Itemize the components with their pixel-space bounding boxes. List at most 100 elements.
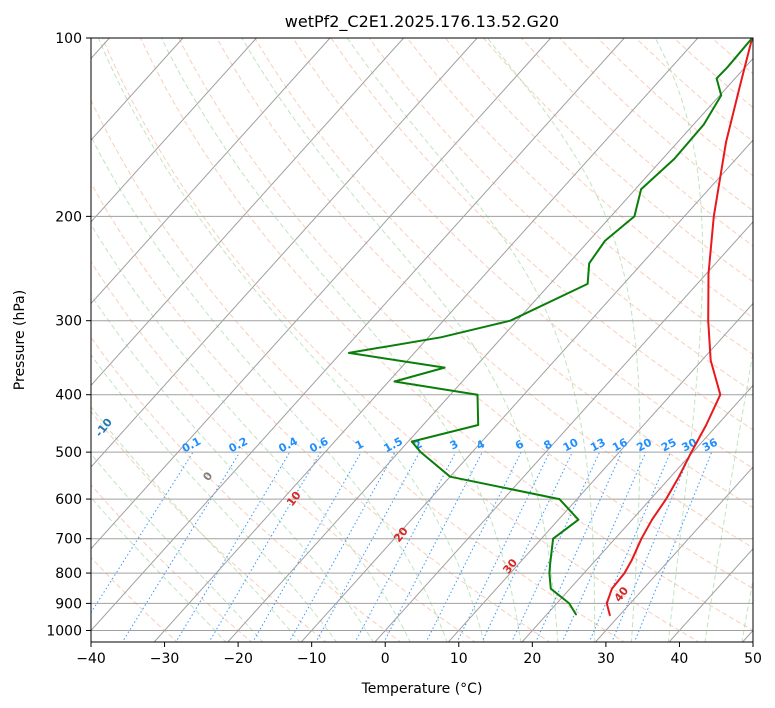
temperature-point xyxy=(739,84,741,86)
isotherm xyxy=(91,38,625,632)
y-tick-label: 1000 xyxy=(46,624,82,640)
dry-adiabat-label: -10 xyxy=(92,415,115,439)
moist-adiabat xyxy=(91,453,264,642)
mixing-ratio-line xyxy=(561,451,647,642)
moist-adiabat xyxy=(654,38,704,642)
x-tick-label: −30 xyxy=(150,651,180,667)
y-axis-label: Pressure (hPa) xyxy=(12,290,28,390)
moist-adiabat xyxy=(160,38,522,642)
x-tick-label: 20 xyxy=(523,651,541,667)
y-tick-label: 200 xyxy=(55,209,82,225)
dewpoint-point xyxy=(476,393,479,396)
moist-adiabat xyxy=(91,223,411,642)
x-axis-label: Temperature (°C) xyxy=(361,681,483,697)
temperature-point xyxy=(725,141,727,144)
isotherm xyxy=(227,57,753,642)
dry-adiabat xyxy=(330,38,753,431)
temperature-point xyxy=(651,518,653,521)
dry-adiabat xyxy=(91,336,402,642)
background-line-labels: 0.10.20.40.611.52346810131620253036-100-… xyxy=(92,415,720,604)
temperature-point xyxy=(709,359,712,362)
x-tick-label: −40 xyxy=(76,651,106,667)
dewpoint-point xyxy=(548,572,551,574)
moist-adiabat xyxy=(487,38,641,642)
dry-adiabat xyxy=(749,38,753,42)
dewpoint-point xyxy=(588,262,590,265)
temperature-point xyxy=(678,475,680,478)
mixing-ratio-line xyxy=(511,451,601,642)
temperature-point xyxy=(713,215,715,218)
moist-adiabat xyxy=(91,496,227,642)
temperature-point xyxy=(690,451,693,453)
dewpoint-point xyxy=(440,336,442,339)
mixing-ratio-line xyxy=(456,451,551,642)
dewpoint-point xyxy=(633,215,636,218)
dewpoint-point xyxy=(715,77,718,80)
dewpoint-point xyxy=(449,475,451,478)
isotherm xyxy=(91,38,478,468)
background-lines xyxy=(91,38,753,642)
mixing-ratio-label: 1 xyxy=(353,437,366,452)
isotherm xyxy=(300,139,753,642)
moist-adiabat xyxy=(97,38,485,642)
mixing-ratio-label: 36 xyxy=(700,436,720,455)
mixing-ratio-line xyxy=(633,451,713,642)
plot-frame xyxy=(90,37,754,643)
moist-adiabat xyxy=(91,354,338,642)
isotherm xyxy=(742,629,753,642)
dry-adiabat xyxy=(444,38,753,319)
isotherm xyxy=(91,38,184,141)
dry-adiabat xyxy=(254,38,753,509)
moist-adiabat xyxy=(241,38,559,642)
mixing-ratio-label: 16 xyxy=(610,436,630,455)
moist-adiabat xyxy=(91,135,448,642)
dry-adiabat xyxy=(406,38,753,356)
temperature-point xyxy=(719,393,722,396)
mixing-ratio-line xyxy=(252,451,362,642)
x-axis: −40 −30 −20 −10 0 10 20 30 40 50 xyxy=(76,642,762,667)
temperature-point xyxy=(611,587,613,590)
isotherm xyxy=(521,384,753,642)
temperature-point xyxy=(665,498,667,500)
mixing-ratio-line xyxy=(481,451,573,642)
profile-series xyxy=(347,38,753,617)
mixing-ratio-line xyxy=(175,451,291,642)
isotherm xyxy=(668,548,753,642)
dewpoint-point xyxy=(726,66,729,68)
dewpoint-point xyxy=(411,440,413,443)
dewpoint-point xyxy=(577,518,580,521)
dewpoint-point xyxy=(558,498,561,500)
x-tick-label: 30 xyxy=(597,651,615,667)
temperature-point xyxy=(623,572,626,574)
dry-adiabat-label: 20 xyxy=(391,524,411,544)
temperature-point xyxy=(631,559,633,561)
dewpoint-point xyxy=(604,240,606,242)
mixing-ratio-label: 30 xyxy=(680,436,700,455)
dry-adiabat xyxy=(559,38,753,212)
mixing-ratio-line xyxy=(315,451,421,642)
dry-adiabat xyxy=(216,38,753,549)
dry-adiabat xyxy=(91,99,626,642)
mixing-ratio-line xyxy=(535,451,623,642)
temperature-point xyxy=(705,424,707,426)
x-tick-label: 0 xyxy=(381,651,390,667)
dry-adiabat xyxy=(635,38,753,143)
isotherm xyxy=(91,38,404,387)
mixing-ratio-line xyxy=(288,451,396,642)
mixing-ratio-label: 10 xyxy=(561,436,581,455)
dry-adiabat xyxy=(711,38,753,75)
dewpoint-point xyxy=(640,188,642,190)
dewpoint-point xyxy=(720,94,722,97)
mixing-ratio-line xyxy=(354,451,457,642)
x-tick-label: 10 xyxy=(450,651,468,667)
isotherm xyxy=(448,302,753,642)
temperature-point xyxy=(707,319,709,322)
dry-adiabat xyxy=(91,260,477,642)
dewpoint-point xyxy=(509,319,512,322)
mixing-ratio-label: 4 xyxy=(474,437,487,452)
isotherm xyxy=(91,38,552,550)
mixing-ratio-label: 13 xyxy=(588,436,608,455)
dewpoint-point xyxy=(552,537,554,540)
mixing-ratio-line xyxy=(611,451,692,642)
x-tick-label: 50 xyxy=(744,651,762,667)
